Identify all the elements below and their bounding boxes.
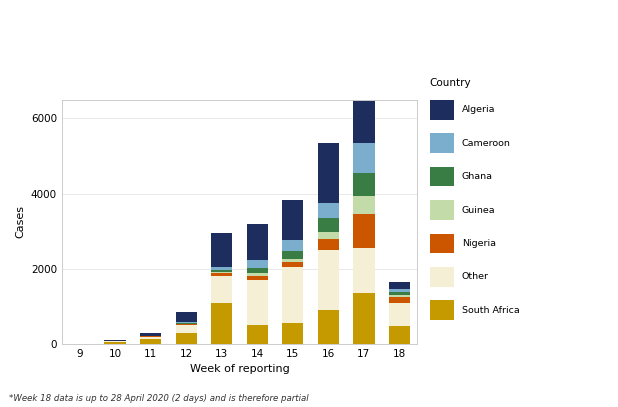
Bar bbox=[211, 273, 232, 276]
Bar bbox=[282, 251, 303, 258]
Bar bbox=[104, 342, 126, 344]
Text: Cameroon: Cameroon bbox=[462, 139, 510, 148]
Text: *Week 18 data is up to 28 April 2020 (2 days) and is therefore partial: *Week 18 data is up to 28 April 2020 (2 … bbox=[9, 394, 309, 403]
Bar bbox=[318, 203, 339, 218]
Bar bbox=[247, 260, 268, 268]
Bar bbox=[247, 280, 268, 325]
Bar bbox=[353, 248, 375, 293]
Bar bbox=[318, 143, 339, 203]
Text: Nigeria: Nigeria bbox=[462, 239, 496, 248]
Text: Other: Other bbox=[462, 272, 489, 281]
Bar bbox=[282, 258, 303, 263]
Bar bbox=[282, 200, 303, 240]
Bar bbox=[318, 310, 339, 344]
Bar bbox=[211, 267, 232, 270]
Bar bbox=[176, 333, 197, 344]
Bar bbox=[318, 232, 339, 239]
Bar bbox=[247, 268, 268, 273]
Bar bbox=[247, 224, 268, 260]
Text: South Africa: South Africa bbox=[462, 306, 519, 315]
Bar bbox=[247, 325, 268, 344]
Bar bbox=[211, 276, 232, 302]
Bar bbox=[318, 250, 339, 310]
Bar bbox=[140, 339, 161, 344]
Bar bbox=[176, 325, 197, 333]
Bar bbox=[282, 263, 303, 267]
Text: Algeria: Algeria bbox=[462, 105, 495, 114]
Text: Country: Country bbox=[430, 77, 471, 88]
Bar bbox=[389, 326, 410, 344]
Bar bbox=[353, 38, 375, 143]
Bar bbox=[389, 297, 410, 303]
Bar bbox=[176, 312, 197, 322]
Bar bbox=[318, 239, 339, 250]
Bar bbox=[389, 295, 410, 297]
Bar bbox=[211, 233, 232, 267]
Y-axis label: Cases: Cases bbox=[15, 205, 25, 239]
Bar bbox=[247, 276, 268, 280]
Text: Ghana: Ghana bbox=[462, 172, 493, 181]
Bar bbox=[104, 340, 126, 341]
Bar bbox=[140, 333, 161, 336]
Text: Guinea: Guinea bbox=[462, 206, 495, 214]
Bar bbox=[140, 337, 161, 339]
Bar bbox=[176, 323, 197, 324]
Bar bbox=[389, 303, 410, 326]
X-axis label: Week of reporting: Week of reporting bbox=[190, 364, 289, 374]
Bar bbox=[389, 289, 410, 292]
Text: Graphique 2. Relevé hebdomaire des cas de COVID-19 dans les pays des Régions d'A: Graphique 2. Relevé hebdomaire des cas d… bbox=[9, 18, 522, 28]
Bar bbox=[389, 292, 410, 295]
Bar bbox=[353, 195, 375, 214]
Bar bbox=[282, 267, 303, 323]
Bar bbox=[353, 214, 375, 248]
Bar bbox=[282, 323, 303, 344]
Bar bbox=[176, 324, 197, 325]
Bar bbox=[176, 322, 197, 323]
Text: de l'OMS, par pays,  25 Février–28 Avril 2020 (n = 22 376): de l'OMS, par pays, 25 Février–28 Avril … bbox=[9, 46, 335, 57]
Bar bbox=[282, 240, 303, 251]
Bar bbox=[353, 293, 375, 344]
Bar bbox=[104, 341, 126, 342]
Bar bbox=[389, 282, 410, 289]
Bar bbox=[211, 270, 232, 272]
Bar bbox=[211, 302, 232, 344]
Bar bbox=[211, 272, 232, 273]
Bar bbox=[247, 273, 268, 276]
Bar bbox=[353, 143, 375, 173]
Bar bbox=[353, 173, 375, 195]
Bar bbox=[318, 218, 339, 232]
